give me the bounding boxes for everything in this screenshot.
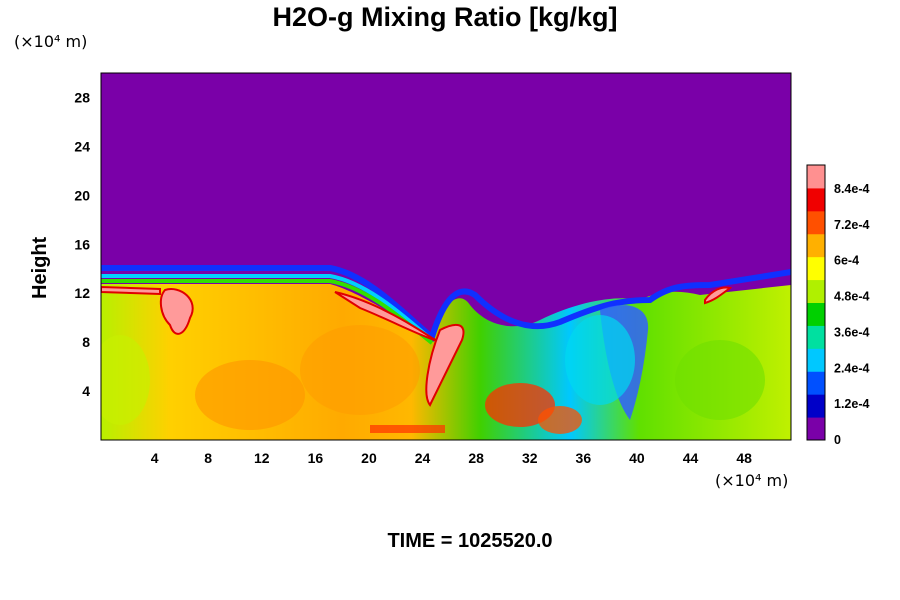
colorbar-frame <box>806 164 826 441</box>
colorbar-segment <box>807 348 825 372</box>
x-tick-label: 36 <box>576 450 592 466</box>
y-tick-label: 8 <box>82 334 90 350</box>
plot-frame <box>100 72 792 441</box>
x-tick-label: 16 <box>308 450 324 466</box>
colorbar-segment <box>807 210 825 235</box>
colorbar: 0 1.2e-4 2.4e-4 3.6e-4 4.8e-4 6e-4 7.2e-4 8.4e-… <box>806 164 869 447</box>
red-patch-1 <box>485 383 555 427</box>
y-tick-label: 20 <box>74 187 90 203</box>
colorbar-segment <box>807 187 825 212</box>
y-unit-label: (×10⁴ m) <box>14 32 88 51</box>
orange-eddy-1 <box>195 360 305 430</box>
x-tick-label: 20 <box>361 450 377 466</box>
orange-eddy-2 <box>300 325 420 415</box>
x-tick-label: 44 <box>683 450 699 466</box>
colorbar-segment <box>807 394 825 418</box>
colorbar-tick-label: 1.2e-4 <box>834 397 869 411</box>
pink-plume-left <box>159 288 194 335</box>
green-eddy-right <box>675 340 765 420</box>
x-axis: 4 8 12 16 20 24 28 32 36 40 44 48 <box>151 450 752 466</box>
colorbar-tick-label: 2.4e-4 <box>834 361 869 375</box>
colorbar-tick-label: 7.2e-4 <box>834 218 869 232</box>
y-tick-label: 4 <box>82 383 90 399</box>
red-patch-2 <box>538 406 582 434</box>
x-tick-label: 12 <box>254 450 270 466</box>
x-tick-label: 28 <box>468 450 484 466</box>
cyan-region <box>565 315 635 405</box>
y-tick-label: 24 <box>74 138 90 154</box>
colorbar-tick-label: 3.6e-4 <box>834 325 869 339</box>
colorbar-segment <box>807 165 825 189</box>
colorbar-tick-label: 8.4e-4 <box>834 182 869 196</box>
colorbar-segment <box>807 417 825 441</box>
pink-column <box>425 323 465 407</box>
y-tick-label: 28 <box>74 89 90 105</box>
x-tick-label: 8 <box>204 450 212 466</box>
y-tick-label: 16 <box>74 236 90 252</box>
chart-title: H2O-g Mixing Ratio [kg/kg] <box>272 2 618 32</box>
red-streak-base <box>370 425 445 433</box>
colorbar-segment <box>807 325 825 349</box>
colorbar-segment <box>807 233 825 258</box>
colorbar-segment <box>807 256 825 281</box>
colorbar-tick-label: 0 <box>834 433 841 447</box>
y-tick-label: 12 <box>74 285 90 301</box>
green-eddy-left <box>101 335 150 425</box>
y-axis: 4 8 12 16 20 24 28 <box>74 89 90 399</box>
x-tick-label: 32 <box>522 450 538 466</box>
pink-streak-right <box>704 286 733 305</box>
colorbar-segment <box>807 279 825 303</box>
plot-area <box>101 73 791 440</box>
x-unit-label: (×10⁴ m) <box>715 471 789 490</box>
x-tick-label: 48 <box>736 450 752 466</box>
colorbar-segment <box>807 302 825 326</box>
x-tick-label: 4 <box>151 450 159 466</box>
x-tick-label: 40 <box>629 450 645 466</box>
pink-streak-edge <box>101 285 161 296</box>
time-label: TIME = 1025520.0 <box>387 530 553 552</box>
x-tick-label: 24 <box>415 450 431 466</box>
colorbar-tick-label: 6e-4 <box>834 254 859 268</box>
colorbar-tick-label: 4.8e-4 <box>834 290 869 304</box>
boundary-band-blue <box>101 265 791 343</box>
colorbar-segment <box>807 371 825 395</box>
